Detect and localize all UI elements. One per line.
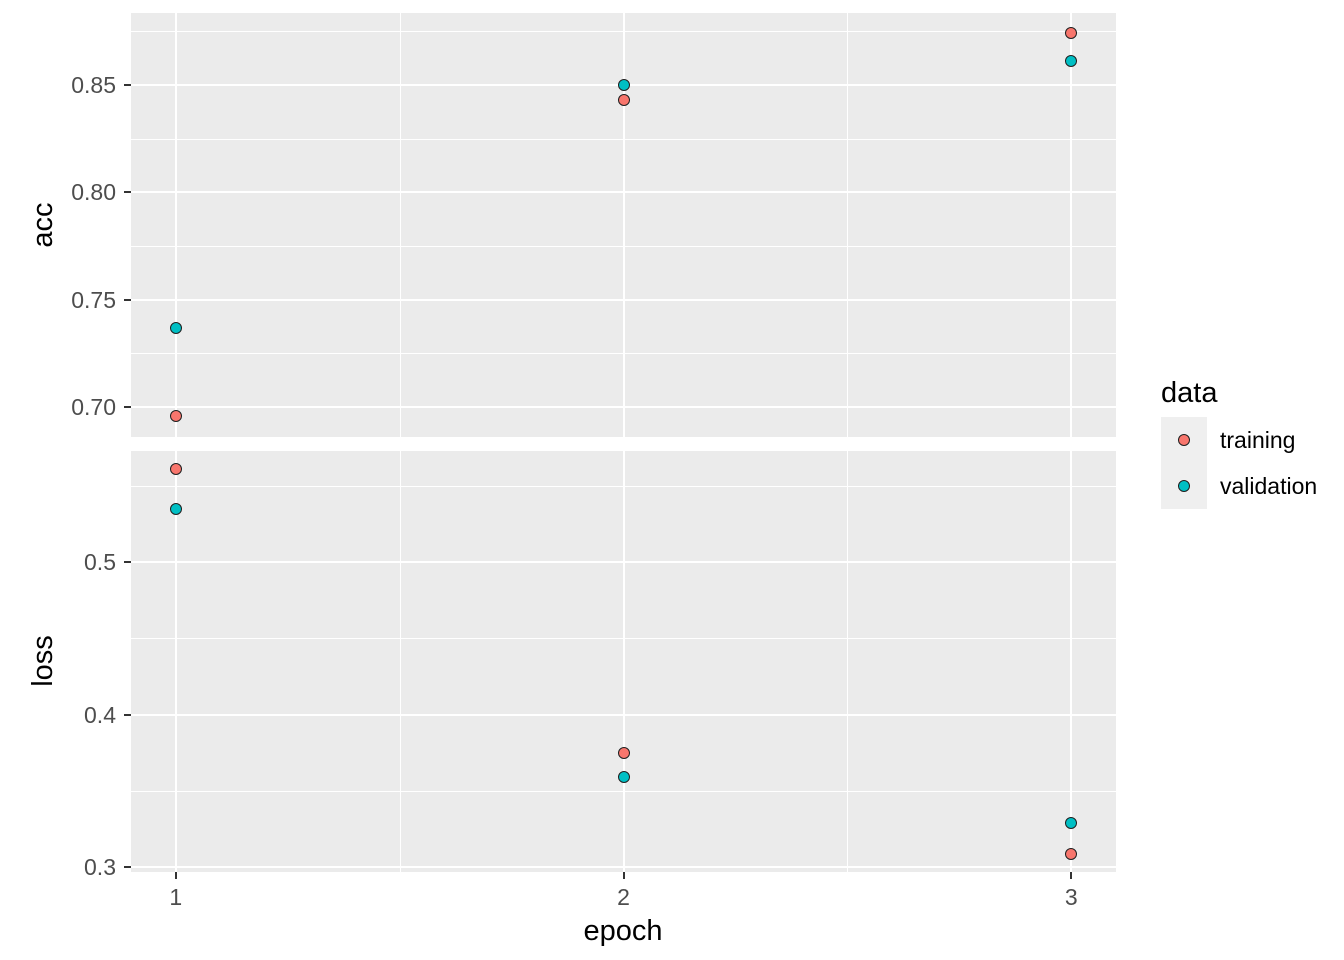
facet-panel-acc — [131, 13, 1116, 437]
gridline-minor-x — [847, 451, 848, 872]
validation-point-swatch-icon — [1178, 480, 1190, 492]
x-tick-mark — [622, 872, 625, 879]
data-point-training-loss — [169, 462, 182, 475]
y-tick-mark — [124, 866, 131, 869]
gridline-major-x — [623, 13, 625, 437]
data-point-training-loss — [1065, 847, 1078, 860]
gridline-minor-x — [847, 13, 848, 437]
y-tick-mark — [124, 191, 131, 194]
y-tick-label: 0.5 — [84, 549, 116, 575]
legend-label-validation: validation — [1220, 473, 1318, 499]
y-tick-label: 0.4 — [84, 701, 116, 728]
gridline-minor-x — [400, 451, 401, 872]
gridline-major-x — [1070, 13, 1072, 437]
legend-title: data — [1161, 377, 1218, 409]
x-tick-label: 1 — [169, 884, 183, 910]
y-tick-label: 0.75 — [71, 286, 116, 313]
gridline-major-x — [175, 13, 177, 437]
training-point-swatch-icon — [1178, 434, 1190, 446]
y-tick-mark — [124, 561, 131, 563]
x-tick-label: 2 — [617, 884, 630, 910]
data-point-validation-acc — [169, 321, 182, 334]
x-axis-title: epoch — [583, 915, 663, 947]
y-tick-mark — [124, 298, 131, 301]
data-point-validation-acc — [1065, 55, 1078, 68]
y-tick-mark — [124, 405, 131, 408]
gridline-major-x — [623, 451, 625, 872]
x-tick-mark — [174, 872, 177, 879]
gridline-major-x — [1070, 451, 1072, 872]
legend-key-training — [1161, 417, 1207, 463]
y-tick-label: 0.85 — [71, 71, 116, 98]
data-point-validation-loss — [1065, 817, 1078, 830]
y-tick-label: 0.70 — [71, 393, 116, 420]
x-tick-mark — [1070, 872, 1073, 879]
data-point-validation-loss — [617, 771, 630, 784]
legend-label-training: training — [1220, 427, 1296, 453]
data-point-training-loss — [617, 746, 630, 759]
facet-panel-loss — [131, 451, 1116, 872]
gridline-minor-x — [400, 13, 401, 437]
facet-title-acc: acc — [27, 202, 59, 248]
data-point-validation-acc — [617, 78, 630, 91]
legend-key-validation — [1161, 463, 1207, 509]
data-point-training-acc — [1065, 27, 1078, 40]
data-point-training-acc — [169, 409, 182, 422]
x-tick-label: 3 — [1064, 884, 1078, 910]
y-tick-mark — [124, 83, 131, 86]
y-tick-label: 0.3 — [84, 854, 116, 881]
y-tick-label: 0.80 — [71, 179, 116, 206]
data-point-training-acc — [617, 93, 630, 106]
y-tick-mark — [124, 713, 131, 716]
gridline-major-x — [175, 451, 177, 872]
data-point-validation-loss — [169, 502, 182, 515]
